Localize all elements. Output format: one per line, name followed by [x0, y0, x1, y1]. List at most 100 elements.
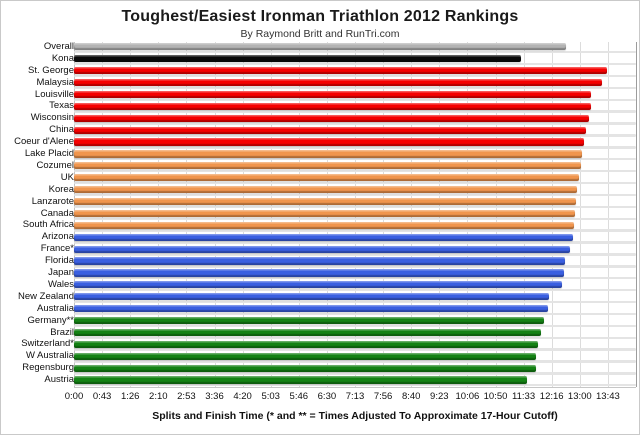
x-tick-label: 13:00	[567, 391, 592, 402]
category-label: Kona	[51, 52, 74, 64]
x-tick-label: 2:53	[177, 391, 196, 402]
bar-kona	[74, 55, 521, 63]
row-track	[74, 158, 636, 161]
bar-australia	[74, 305, 549, 313]
category-label: UK	[60, 171, 74, 183]
row-track	[74, 50, 636, 54]
x-tick-label: 3:36	[205, 391, 224, 402]
row-track	[74, 74, 636, 78]
row-track	[74, 277, 636, 280]
bar-arizona	[74, 233, 573, 241]
row-track	[74, 265, 636, 268]
gridline	[607, 42, 609, 387]
category-label: Wales	[47, 278, 74, 290]
x-tick-label: 10:06	[455, 391, 480, 402]
bar-switzerland	[74, 340, 538, 348]
row-track	[74, 241, 636, 244]
category-label: W Australia	[25, 350, 74, 362]
row-track	[74, 134, 636, 137]
bar-louisville	[74, 90, 592, 99]
bar-brazil	[74, 328, 541, 336]
row-track	[74, 169, 636, 173]
category-label: Lake Placid	[24, 148, 74, 160]
row-track	[74, 86, 636, 90]
row-track	[74, 324, 636, 327]
row-track	[74, 181, 636, 185]
row-track	[74, 122, 636, 125]
category-label: Switzerland*	[21, 338, 74, 350]
x-tick-label: 8:40	[401, 391, 421, 402]
row-track	[74, 348, 636, 351]
category-label: Wisconsin	[30, 112, 74, 124]
bar-florida	[74, 257, 565, 265]
x-tick-label: 7:13	[345, 391, 365, 402]
bar-japan	[74, 269, 565, 277]
row-track	[74, 360, 636, 363]
row-track	[74, 336, 636, 339]
category-label: Cozumel	[36, 159, 75, 171]
category-label: Coeur d'Alene	[14, 136, 74, 148]
bar-w-australia	[74, 352, 536, 360]
bar-lake-placid	[74, 150, 583, 158]
category-label: Florida	[44, 255, 74, 267]
bar-germany	[74, 316, 545, 325]
row-track	[74, 288, 636, 292]
x-tick-label: 1:26	[120, 391, 140, 402]
row-track	[74, 205, 636, 209]
bar-canada	[74, 209, 576, 218]
category-label: Malaysia	[36, 76, 75, 88]
category-label: Regensburg	[22, 362, 74, 374]
x-tick-label: 5:03	[261, 391, 280, 402]
category-label: Brazil	[50, 326, 74, 338]
category-label: Japan	[48, 267, 74, 279]
row-track	[74, 62, 636, 66]
bar-coeur-d-alene	[74, 138, 584, 146]
row-track	[74, 300, 636, 304]
category-label: St. George	[28, 64, 74, 76]
bar-china	[74, 126, 587, 134]
bar-wales	[74, 281, 562, 289]
category-label: Austria	[44, 374, 74, 386]
plot-area	[74, 42, 637, 388]
bar-wisconsin	[74, 114, 589, 122]
category-label: Canada	[40, 207, 74, 219]
bar-austria	[74, 376, 528, 384]
category-label: Louisville	[34, 88, 74, 100]
x-axis-label: Splits and Finish Time (* and ** = Times…	[152, 410, 558, 422]
bar-new-zealand	[74, 293, 550, 301]
x-tick-label: 13:43	[596, 391, 620, 402]
bar-malaysia	[74, 78, 602, 87]
category-label: Germany**	[27, 314, 74, 326]
x-tick-label: 6:30	[317, 391, 337, 402]
bar-texas	[74, 102, 591, 110]
gridline	[579, 42, 581, 387]
row-track	[74, 110, 636, 113]
category-label: Texas	[49, 100, 74, 112]
bar-cozumel	[74, 162, 582, 170]
bar-korea	[74, 186, 578, 194]
x-tick-label: 2:10	[149, 391, 168, 402]
x-tick-label: 11:33	[512, 391, 536, 402]
category-label: Australia	[37, 302, 74, 314]
row-track	[74, 312, 636, 316]
bar-uk	[74, 174, 580, 182]
x-tick-label: 12:16	[539, 391, 564, 402]
x-tick-label: 10:50	[483, 391, 508, 402]
category-label: France*	[40, 243, 74, 255]
row-track	[74, 217, 636, 220]
row-track	[74, 146, 636, 149]
bar-regensburg	[74, 364, 536, 372]
x-tick-label: 5:46	[289, 391, 309, 402]
bar-france	[74, 245, 571, 253]
row-track	[74, 229, 636, 232]
x-tick-label: 4:20	[233, 391, 252, 402]
row-track	[74, 193, 636, 197]
x-tick-label: 0:00	[64, 391, 84, 402]
category-label: South Africa	[22, 219, 74, 231]
bar-south-africa	[74, 221, 574, 229]
x-tick-label: 9:23	[430, 391, 449, 402]
bar-overall	[74, 43, 566, 51]
category-label: Korea	[48, 183, 74, 195]
bar-lanzarote	[74, 197, 576, 206]
